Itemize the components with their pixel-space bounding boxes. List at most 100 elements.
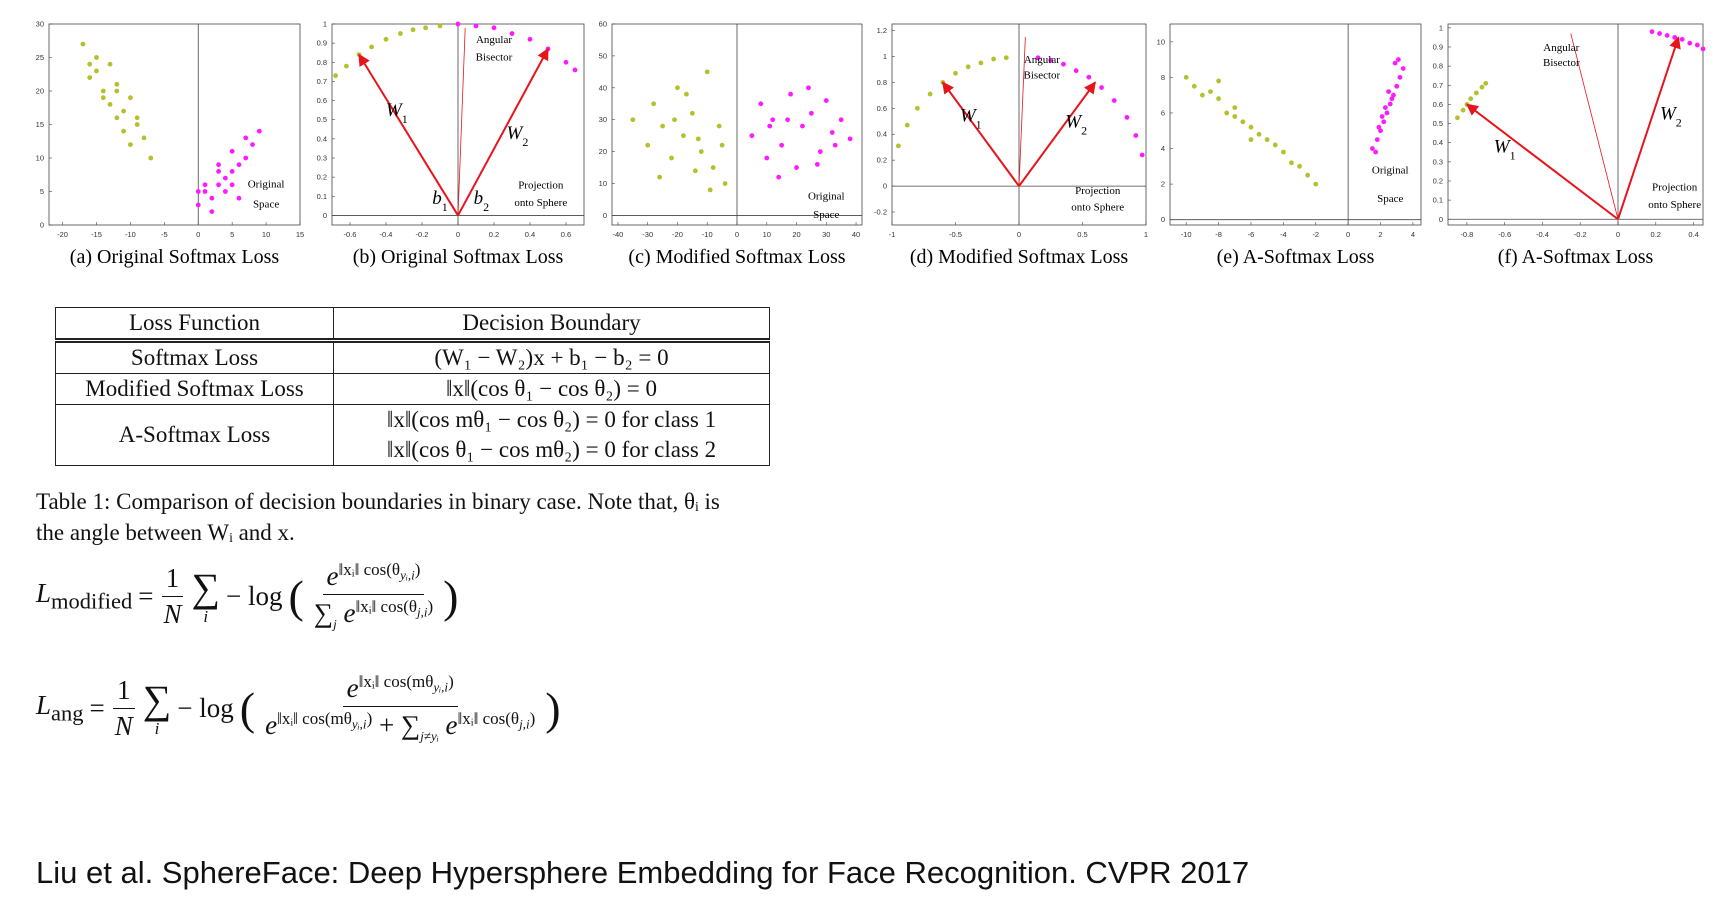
point (651, 101, 657, 107)
point (1086, 74, 1092, 80)
y-tick-label: 0.9 (317, 39, 327, 48)
x-tick-label: 2 (1378, 230, 1382, 239)
table-caption: Table 1: Comparison of decision boundari… (36, 486, 720, 548)
point (704, 69, 710, 75)
numerator: 1 (113, 675, 135, 709)
annotation-text: Space (813, 209, 839, 221)
point (1679, 36, 1685, 42)
point (1313, 181, 1319, 187)
point (689, 110, 695, 116)
exponent: ‖xᵢ‖ cos(θyᵢ,i) (339, 560, 421, 582)
neg-log: − log (177, 692, 234, 723)
annotation-text: W (1660, 104, 1678, 125)
sum: ∑ i (192, 567, 221, 625)
point (1473, 90, 1479, 96)
point (216, 182, 221, 188)
point (1216, 96, 1221, 102)
x-tick-label: -5 (161, 230, 168, 239)
y-tick-label: 0.6 (317, 96, 327, 105)
point (1376, 124, 1382, 130)
x-tick-label: -0.2 (1574, 230, 1587, 239)
annotation: onto Sphere (514, 197, 567, 209)
y-tick-label: -0.2 (874, 208, 887, 217)
y-tick-label: 0.7 (317, 77, 327, 86)
exp-text: ‖xᵢ‖ cos(mθ (358, 672, 434, 691)
x-tick-label: 0 (735, 230, 739, 239)
plot-frame (48, 23, 301, 226)
annotation-text: Bisector (1024, 69, 1061, 81)
point (195, 202, 201, 208)
point (563, 59, 569, 65)
fraction: e‖xᵢ‖ cos(θyᵢ,i) ∑j e‖xᵢ‖ cos(θj,i) (310, 560, 437, 632)
point (216, 162, 221, 168)
point (1468, 96, 1474, 102)
point (1099, 85, 1104, 90)
point (776, 174, 782, 180)
point (423, 25, 428, 31)
annotation-text: Bisector (476, 51, 513, 63)
x-tick-label: 0 (456, 230, 460, 239)
point (1035, 55, 1041, 61)
point (100, 88, 106, 94)
panel-caption: (b) Original Softmax Loss (353, 246, 564, 268)
denominator: N (114, 710, 133, 741)
point (202, 182, 208, 188)
point (1370, 146, 1375, 151)
table-row: Modified Softmax Loss ‖x‖(cos θ₁ − cos θ₂… (55, 373, 770, 405)
point (243, 135, 249, 141)
caption-line: Table 1: Comparison of decision boundari… (36, 489, 720, 514)
y-tick-label: 30 (36, 20, 44, 29)
exponent: ‖xᵢ‖ cos(mθyᵢ,i) (277, 709, 372, 731)
x-tick-label: -30 (642, 230, 653, 239)
point (1191, 83, 1197, 89)
point (1133, 133, 1139, 138)
y-tick-label: 25 (36, 53, 44, 62)
exp-base: e (445, 710, 458, 740)
annotation-text: Original (248, 178, 285, 190)
point (1073, 68, 1079, 74)
header-cell: Loss Function (55, 307, 334, 343)
paren: ( (288, 570, 304, 622)
annotation-text: Bisector (1543, 57, 1580, 69)
x-tick-label: -0.4 (380, 230, 393, 239)
point (1272, 142, 1278, 148)
point (817, 149, 823, 155)
panel: -20 -15 -10 -5 0 5 10 15 0 5 10 15 20 25 30 Original Spa… (36, 20, 305, 269)
annotation-sub: 2 (1676, 116, 1682, 130)
y-tick-label: 60 (599, 20, 607, 29)
x-tick-label: -1 (889, 230, 896, 239)
annotation-text: Angular (476, 34, 512, 46)
point (1657, 31, 1662, 36)
y-tick-label: 2 (1161, 180, 1165, 189)
y-tick-label: 6 (1161, 108, 1165, 117)
point (1694, 42, 1700, 48)
y-tick-label: 0.9 (1433, 42, 1443, 51)
point (1003, 55, 1009, 61)
x-tick-label: -10 (1181, 230, 1192, 239)
exp-end: ) (448, 672, 454, 691)
exp-end: ) (529, 709, 536, 728)
y-tick-label: 10 (1157, 37, 1165, 46)
header-cell: Decision Boundary (333, 307, 770, 343)
y-tick-label: 0.3 (317, 154, 327, 163)
sum-index: i (154, 718, 160, 738)
point (698, 149, 704, 155)
table-body: Softmax Loss (W₁ − W₂)x + b₁ − b₂ = 0 Modi… (55, 340, 770, 466)
point (1394, 83, 1400, 89)
y-tick-label: 1 (1439, 23, 1443, 32)
point (838, 117, 844, 123)
annotation-text: Original (808, 190, 845, 202)
point (94, 55, 99, 60)
point (1256, 131, 1262, 137)
point (209, 195, 215, 201)
boundary-formula: ‖x‖(cos θ₁ − cos θ₂) = 0 (445, 376, 658, 401)
point (134, 122, 140, 127)
panel-caption: (a) Original Softmax Loss (70, 246, 280, 268)
annotation-text: Projection (1075, 185, 1121, 197)
annotation-text: W (386, 100, 404, 121)
y-tick-label: 0 (1161, 215, 1165, 224)
panel-caption: (e) A-Softmax Loss (1217, 246, 1375, 268)
x-tick-label: 0 (1616, 230, 1620, 239)
